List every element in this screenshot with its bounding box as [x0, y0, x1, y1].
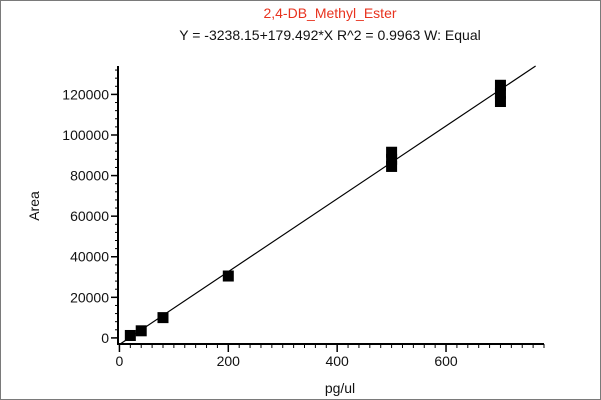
x-tick-label: 0 — [116, 353, 124, 369]
data-point — [494, 79, 506, 91]
x-tick-label: 600 — [434, 353, 458, 369]
y-tick-label: 100000 — [62, 127, 109, 143]
data-point — [222, 270, 234, 282]
x-tick-label: 400 — [325, 353, 349, 369]
plot-area: 0 20000 40000 60000 80000 100000 120000 0 200 400… — [62, 65, 545, 369]
data-point — [494, 96, 506, 108]
y-tick-label: 40000 — [70, 249, 109, 265]
data-point — [157, 312, 169, 324]
y-tick-label: 0 — [101, 330, 109, 346]
data-point — [386, 146, 398, 158]
chart-subtitle: Y = -3238.15+179.492*X R^2 = 0.9963 W: E… — [179, 27, 480, 43]
x-axis-label: pg/ul — [325, 380, 355, 396]
data-point — [386, 160, 398, 172]
y-tick-label: 80000 — [70, 168, 109, 184]
chart-title: 2,4-DB_Methyl_Ester — [263, 5, 396, 21]
data-point — [135, 325, 147, 337]
x-tick-label: 200 — [217, 353, 241, 369]
y-axis-label: Area — [26, 191, 42, 221]
y-tick-label: 120000 — [62, 86, 109, 102]
data-point — [386, 153, 398, 165]
y-tick-label: 60000 — [70, 208, 109, 224]
data-point — [494, 87, 506, 99]
y-tick-label: 20000 — [70, 289, 109, 305]
fit-line — [119, 65, 536, 345]
data-point — [124, 329, 136, 341]
